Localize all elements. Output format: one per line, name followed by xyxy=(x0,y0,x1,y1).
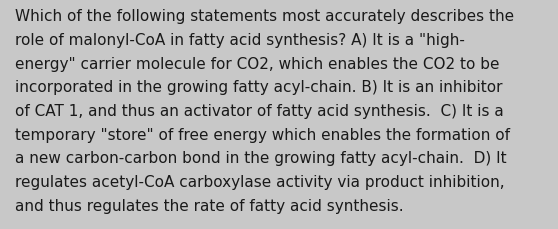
Text: role of malonyl-CoA in fatty acid synthesis? A) It is a "high-: role of malonyl-CoA in fatty acid synthe… xyxy=(15,33,465,48)
Text: Which of the following statements most accurately describes the: Which of the following statements most a… xyxy=(15,9,514,24)
Text: incorporated in the growing fatty acyl-chain. B) It is an inhibitor: incorporated in the growing fatty acyl-c… xyxy=(15,80,503,95)
Text: temporary "store" of free energy which enables the formation of: temporary "store" of free energy which e… xyxy=(15,127,510,142)
Text: energy" carrier molecule for CO2, which enables the CO2 to be: energy" carrier molecule for CO2, which … xyxy=(15,56,499,71)
Text: a new carbon-carbon bond in the growing fatty acyl-chain.  D) It: a new carbon-carbon bond in the growing … xyxy=(15,151,507,166)
Text: and thus regulates the rate of fatty acid synthesis.: and thus regulates the rate of fatty aci… xyxy=(15,198,403,213)
Text: regulates acetyl-CoA carboxylase activity via product inhibition,: regulates acetyl-CoA carboxylase activit… xyxy=(15,174,504,189)
Text: of CAT 1, and thus an activator of fatty acid synthesis.  C) It is a: of CAT 1, and thus an activator of fatty… xyxy=(15,104,504,118)
